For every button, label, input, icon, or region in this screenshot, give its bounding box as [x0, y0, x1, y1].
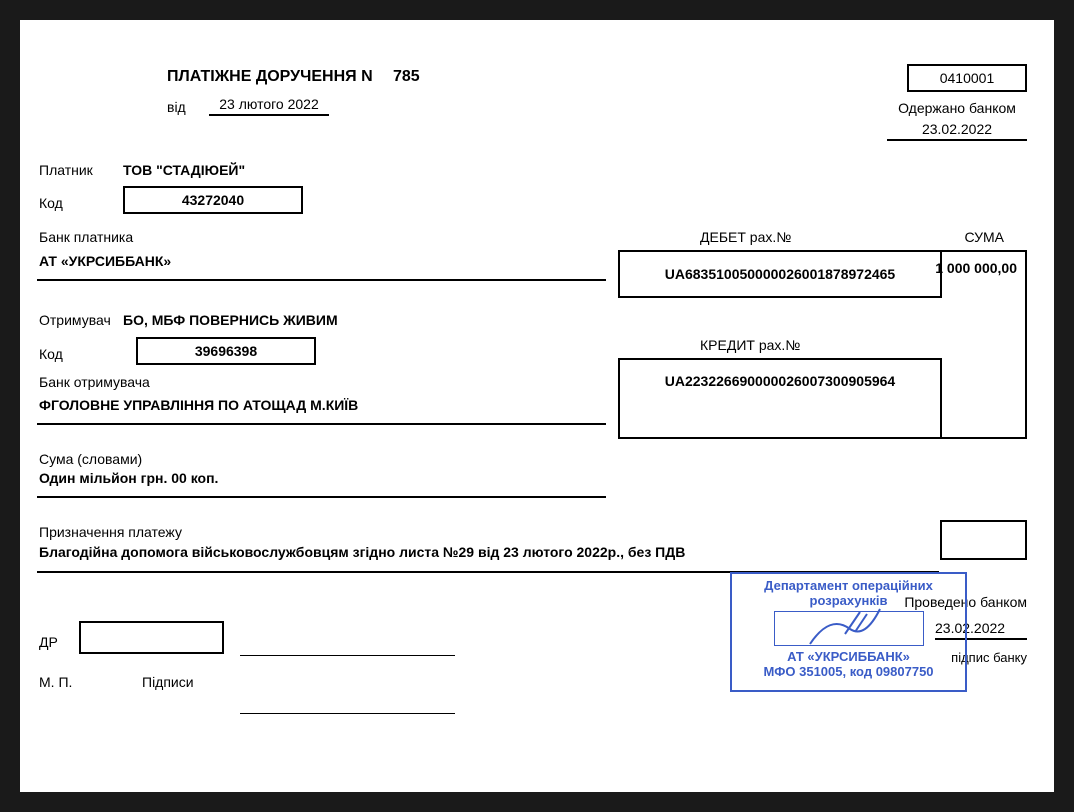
purpose-label: Призначення платежу [39, 524, 182, 540]
divider [37, 423, 606, 425]
divider [37, 496, 606, 498]
payer-code: 43272040 [123, 186, 303, 214]
payer-label: Платник [39, 162, 93, 178]
receiver-bank-name: ФГОЛОВНЕ УПРАВЛІННЯ ПО АТОЩАД М.КИЇВ [39, 397, 358, 413]
sum-value: 1 000 000,00 [935, 260, 1017, 276]
receiver-label: Отримувач [39, 312, 111, 328]
stamp-bank-codes: МФО 351005, код 09807750 [736, 664, 961, 679]
payer-bank-name: АТ «УКРСИББАНК» [39, 253, 171, 269]
receiver-bank-label: Банк отримувача [39, 374, 150, 390]
sum-box [940, 250, 1027, 439]
receiver-code-label: Код [39, 346, 63, 362]
payer-bank-label: Банк платника [39, 229, 133, 245]
received-date: 23.02.2022 [887, 121, 1027, 141]
bank-stamp: Департамент операційних розрахунків АТ «… [730, 572, 967, 692]
dr-label: ДР [39, 634, 58, 650]
receiver-code: 39696398 [136, 337, 316, 365]
credit-account: UA223226690000026007300905964 [618, 358, 942, 439]
sum-label: СУМА [964, 229, 1004, 245]
dr-box [79, 621, 224, 654]
receiver-name: БО, МБФ ПОВЕРНИСЬ ЖИВИМ [123, 312, 338, 328]
from-label: від [167, 99, 186, 115]
stamp-dept-line1: Департамент операційних [736, 578, 961, 593]
signature-icon [805, 604, 895, 654]
signatures-label: Підписи [142, 674, 194, 690]
purpose-code-box [940, 520, 1027, 560]
doc-number: 785 [393, 68, 420, 86]
from-date: 23 лютого 2022 [209, 96, 329, 116]
payment-order-document: ПЛАТІЖНЕ ДОРУЧЕННЯ N 785 від 23 лютого 2… [20, 20, 1054, 792]
sum-words-label: Сума (словами) [39, 451, 142, 467]
signature-line [240, 713, 455, 714]
credit-label: КРЕДИТ рах.№ [700, 337, 800, 353]
stamp-signature-box [774, 611, 924, 646]
sum-words-value: Один мільйон грн. 00 коп. [39, 470, 218, 486]
payer-name: ТОВ "СТАДІЮЕЙ" [123, 162, 245, 178]
mp-label: М. П. [39, 674, 72, 690]
doc-title: ПЛАТІЖНЕ ДОРУЧЕННЯ N [167, 68, 373, 86]
form-code: 0410001 [907, 64, 1027, 92]
payer-code-label: Код [39, 195, 63, 211]
debit-account: UA683510050000026001878972465 [618, 250, 942, 298]
received-label: Одержано банком [887, 100, 1027, 116]
purpose-value: Благодійна допомога військовослужбовцям … [39, 544, 685, 560]
divider [37, 279, 606, 281]
debit-label: ДЕБЕТ рах.№ [700, 229, 791, 245]
signature-line [240, 655, 455, 656]
